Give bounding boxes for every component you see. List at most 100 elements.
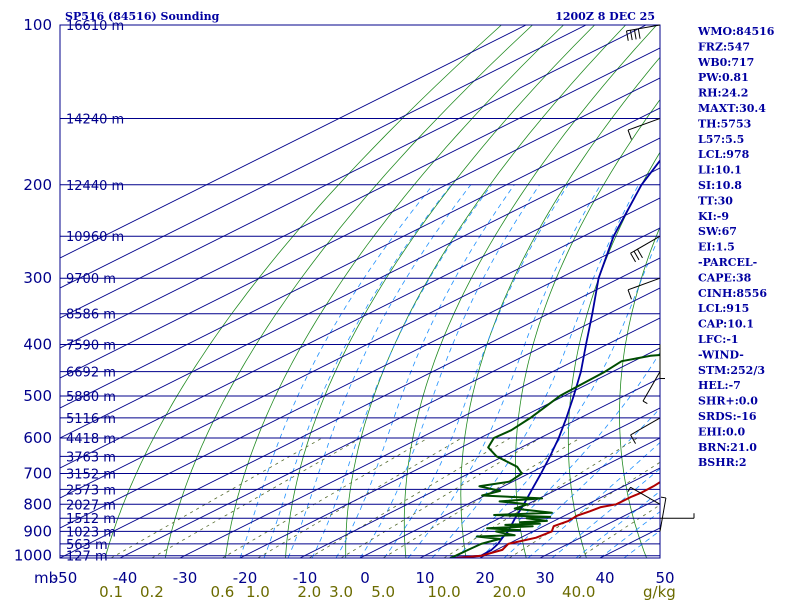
chart-title: SP516 (84516) Sounding: [65, 10, 220, 23]
index-value: WB0:717: [697, 56, 754, 69]
wind-barb: [660, 513, 695, 519]
dry-adiabat: [104, 25, 502, 558]
index-value: -WIND-: [698, 348, 744, 361]
temperature-tick-label: 30: [535, 569, 554, 587]
wind-barb: [626, 24, 661, 41]
index-value: CAPE:38: [698, 271, 752, 284]
temperature-trace: [455, 481, 660, 558]
wind-barb: [627, 486, 661, 505]
temperature-tick-label: -30: [173, 569, 198, 587]
height-label: 1512 m: [66, 512, 116, 527]
index-value: FRZ:547: [698, 40, 750, 53]
wind-barb: [630, 417, 661, 444]
index-value: SRDS:-16: [698, 410, 757, 423]
mixing-ratio-line: [340, 437, 541, 558]
moist-adiabat: [599, 511, 660, 558]
pressure-tick-label: 900: [23, 522, 52, 540]
isotherm: [239, 347, 660, 558]
isotherm: [479, 467, 660, 558]
dry-adiabat: [225, 25, 564, 558]
index-value: LFC:-1: [698, 333, 739, 346]
mixing-ratio-unit-label: g/kg: [643, 583, 676, 600]
mixing-ratio-tick-label: 3.0: [329, 583, 353, 600]
temperature-tick-label: -10: [293, 569, 318, 587]
height-label: 6692 m: [66, 366, 116, 381]
height-label: 12440 m: [66, 179, 124, 194]
mixing-ratio-tick-label: 10.0: [427, 583, 460, 600]
wind-barb: [630, 235, 661, 263]
mixing-ratio-tick-label: 2.0: [297, 583, 321, 600]
wind-barb: [627, 117, 661, 140]
mixing-ratio-tick-label: 5.0: [371, 583, 395, 600]
moist-adiabat: [455, 233, 660, 558]
dry-adiabat: [567, 151, 660, 558]
pressure-tick-label: 500: [23, 387, 52, 405]
index-value: CINH:8556: [698, 287, 767, 300]
pressure-tick-label: 1000: [14, 547, 52, 565]
mixing-ratio-tick-label: 40.0: [562, 583, 595, 600]
temperature-tick-label: -40: [113, 569, 138, 587]
index-value: WMO:84516: [697, 25, 775, 38]
isotherm: [119, 287, 660, 558]
pressure-tick-label: 800: [23, 495, 52, 513]
dry-adiabat: [164, 25, 533, 558]
mixing-ratio-tick-label: 20.0: [493, 583, 526, 600]
temperature-tick-label: -20: [233, 569, 258, 587]
isotherm: [299, 377, 660, 558]
isotherm: [60, 25, 527, 259]
mixing-ratio-line: [509, 461, 660, 558]
isotherm: [60, 227, 660, 529]
index-value: BSHR:2: [698, 456, 747, 469]
pressure-unit-label: mb: [34, 569, 58, 587]
mixing-ratio-line: [382, 437, 581, 558]
temperature-tick-label: 0: [360, 569, 370, 587]
dry-adiabat: [619, 226, 660, 558]
height-label: 2027 m: [66, 498, 116, 513]
height-label: 127 m: [66, 550, 108, 565]
grid-layer: [60, 25, 660, 558]
moist-adiabat: [335, 184, 515, 558]
isotherm: [60, 137, 660, 439]
height-label: 3152 m: [66, 467, 116, 482]
moist-adiabat: [431, 184, 639, 558]
temperature-tick-label: 40: [595, 569, 614, 587]
isotherm: [60, 257, 660, 558]
isotherm: [60, 197, 660, 499]
mixing-ratio-line: [443, 437, 638, 558]
isotherm: [60, 107, 660, 409]
moist-adiabat: [383, 184, 569, 558]
index-value: -PARCEL-: [698, 256, 757, 269]
index-value: KI:-9: [698, 210, 729, 223]
mixing-ratio-line: [578, 504, 660, 558]
height-label: 2573 m: [66, 483, 116, 498]
isotherm: [179, 317, 660, 558]
mixing-ratio-tick-label: 1.0: [246, 583, 270, 600]
pressure-tick-label: 200: [23, 176, 52, 194]
height-label: 9700 m: [66, 272, 116, 287]
temperature-tick-label: 20: [475, 569, 494, 587]
height-label: 8586 m: [66, 308, 116, 323]
wind-barb: [642, 371, 661, 405]
plot-frame: [59, 24, 661, 559]
wind-barb: [659, 496, 667, 532]
isotherm: [359, 407, 660, 558]
isotherm: [60, 25, 587, 289]
index-value: SW:67: [698, 225, 737, 238]
index-value: L57:5.5: [698, 133, 744, 146]
height-label: 3763 m: [66, 450, 116, 465]
wind-barb: [659, 344, 665, 380]
sounding-time: 1200Z 8 DEC 25: [555, 10, 655, 23]
temperature-tick-label: -50: [53, 569, 78, 587]
index-value: TH:5753: [698, 117, 751, 130]
height-label: 7590 m: [66, 339, 116, 354]
moist-adiabat: [359, 184, 540, 558]
pressure-tick-label: 400: [23, 336, 52, 354]
height-label: 1023 m: [66, 525, 116, 540]
dewpoint-trace: [449, 354, 660, 558]
index-value: PW:0.81: [698, 71, 749, 84]
wind-barb: [627, 277, 661, 300]
index-value: LI:10.1: [698, 164, 742, 177]
height-label: 4418 m: [66, 432, 116, 447]
